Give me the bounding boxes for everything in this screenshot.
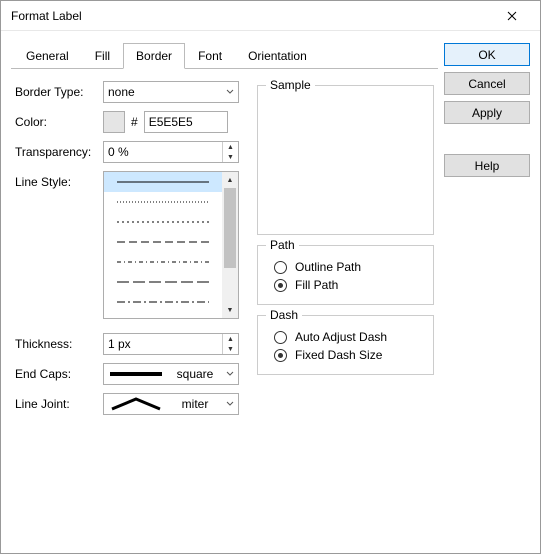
line-joint-value: miter — [182, 397, 209, 411]
color-hex-input[interactable]: E5E5E5 — [144, 111, 228, 133]
path-group: Path Outline Path Fill Path — [257, 245, 434, 305]
chevron-down-icon — [226, 88, 234, 96]
sample-legend: Sample — [266, 78, 315, 92]
color-hex-value: E5E5E5 — [149, 115, 193, 129]
spinner-arrows[interactable]: ▲▼ — [222, 334, 238, 354]
line-joint-select[interactable]: miter — [103, 393, 239, 415]
scrollbar[interactable]: ▲ ▼ — [222, 172, 238, 318]
auto-dash-radio[interactable]: Auto Adjust Dash — [274, 330, 423, 344]
color-swatch[interactable] — [103, 111, 125, 133]
border-type-label: Border Type: — [15, 85, 103, 99]
line-style-option[interactable] — [104, 292, 222, 312]
tab-border[interactable]: Border — [123, 43, 185, 69]
dash-legend: Dash — [266, 308, 302, 322]
border-type-value: none — [108, 85, 135, 99]
line-style-option[interactable] — [104, 272, 222, 292]
spinner-arrows[interactable]: ▲▼ — [222, 142, 238, 162]
format-label-dialog: Format Label GeneralFillBorderFontOrient… — [0, 0, 541, 554]
fixed-dash-radio[interactable]: Fixed Dash Size — [274, 348, 423, 362]
linejoint-preview-icon — [108, 397, 164, 411]
tab-font[interactable]: Font — [185, 43, 235, 69]
path-legend: Path — [266, 238, 299, 252]
line-style-option[interactable] — [104, 232, 222, 252]
tab-orientation[interactable]: Orientation — [235, 43, 320, 69]
dash-group: Dash Auto Adjust Dash Fixed Dash Size — [257, 315, 434, 375]
outline-path-radio[interactable]: Outline Path — [274, 260, 423, 274]
window-title: Format Label — [11, 9, 492, 23]
close-icon — [507, 11, 517, 21]
close-button[interactable] — [492, 2, 532, 30]
apply-button[interactable]: Apply — [444, 101, 530, 124]
transparency-label: Transparency: — [15, 145, 103, 159]
line-style-option[interactable] — [104, 212, 222, 232]
radio-icon — [274, 349, 287, 362]
end-caps-value: square — [177, 367, 214, 381]
fixed-dash-label: Fixed Dash Size — [295, 348, 382, 362]
hash-symbol: # — [131, 115, 138, 129]
transparency-spinner[interactable]: 0 % ▲▼ — [103, 141, 239, 163]
line-style-option[interactable] — [104, 252, 222, 272]
scroll-down-button[interactable]: ▼ — [222, 302, 238, 318]
end-caps-select[interactable]: square — [103, 363, 239, 385]
tab-fill[interactable]: Fill — [82, 43, 123, 69]
tab-strip: GeneralFillBorderFontOrientation — [11, 43, 438, 69]
tab-general[interactable]: General — [13, 43, 82, 69]
line-style-list[interactable]: ▲ ▼ — [103, 171, 239, 319]
auto-dash-label: Auto Adjust Dash — [295, 330, 387, 344]
scroll-thumb[interactable] — [224, 188, 236, 268]
cancel-button[interactable]: Cancel — [444, 72, 530, 95]
ok-button[interactable]: OK — [444, 43, 530, 66]
help-button[interactable]: Help — [444, 154, 530, 177]
radio-icon — [274, 261, 287, 274]
radio-icon — [274, 331, 287, 344]
thickness-label: Thickness: — [15, 337, 103, 351]
line-style-option[interactable] — [104, 172, 222, 192]
thickness-spinner[interactable]: 1 px ▲▼ — [103, 333, 239, 355]
thickness-value: 1 px — [104, 337, 222, 351]
fill-path-radio[interactable]: Fill Path — [274, 278, 423, 292]
border-type-select[interactable]: none — [103, 81, 239, 103]
color-label: Color: — [15, 115, 103, 129]
sample-group: Sample — [257, 85, 434, 235]
end-caps-label: End Caps: — [15, 367, 103, 381]
radio-icon — [274, 279, 287, 292]
titlebar: Format Label — [1, 1, 540, 31]
chevron-down-icon — [226, 400, 234, 408]
line-style-label: Line Style: — [15, 171, 103, 189]
chevron-down-icon — [226, 370, 234, 378]
fill-path-label: Fill Path — [295, 278, 338, 292]
line-style-option[interactable] — [104, 192, 222, 212]
transparency-value: 0 % — [104, 145, 222, 159]
endcap-preview-icon — [108, 369, 164, 379]
line-joint-label: Line Joint: — [15, 397, 103, 411]
outline-path-label: Outline Path — [295, 260, 361, 274]
scroll-up-button[interactable]: ▲ — [222, 172, 238, 188]
